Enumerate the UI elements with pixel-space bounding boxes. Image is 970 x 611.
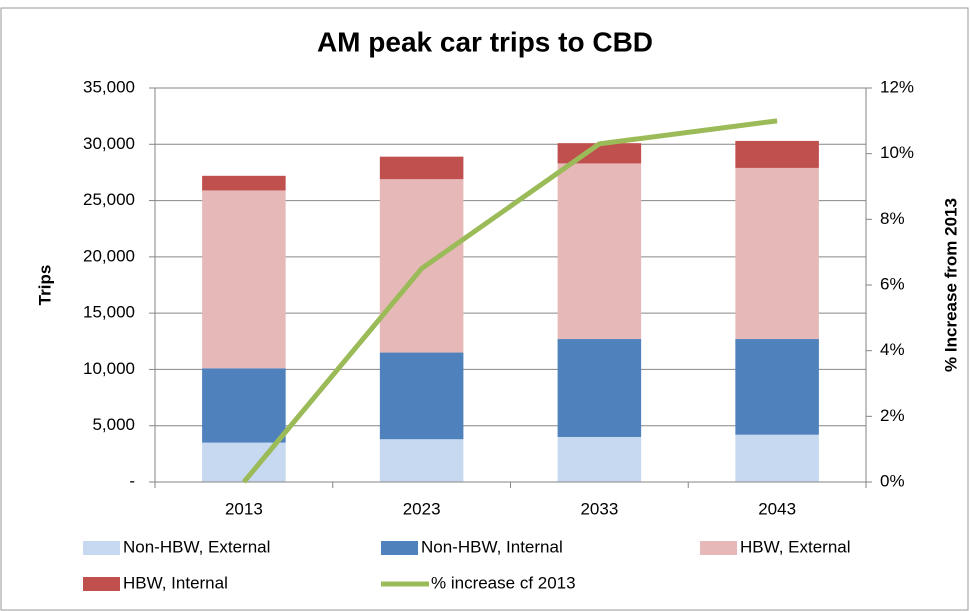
bar-segment (735, 339, 819, 435)
y2-tick-label: 0% (880, 471, 905, 490)
legend-label: Non-HBW, External (123, 537, 270, 556)
bar-segment (379, 439, 464, 482)
legend-swatch (83, 577, 120, 591)
bar-segment (379, 352, 464, 440)
legend-swatch (381, 541, 418, 555)
y2-tick-label: 10% (880, 143, 914, 162)
bar-segment (557, 436, 642, 482)
y2-tick-label: 4% (880, 340, 905, 359)
x-tick-label: 2013 (225, 499, 263, 518)
bar-segment (735, 140, 819, 168)
y-tick-label: 10,000 (83, 359, 135, 378)
x-tick-label: 2023 (403, 499, 441, 518)
y-tick-label: 5,000 (92, 415, 135, 434)
y-tick-label: 20,000 (83, 246, 135, 265)
y-tick-label: 30,000 (83, 134, 135, 153)
legend-label: % increase cf 2013 (431, 573, 576, 592)
y-axis-title: Trips (35, 265, 54, 306)
line-series (241, 118, 778, 484)
y2-axis-title: % Increase from 2013 (941, 198, 960, 372)
y2-tick-label: 8% (880, 209, 905, 228)
legend-swatch (83, 541, 120, 555)
legend-label: HBW, Internal (123, 573, 228, 592)
legend-label: HBW, External (740, 537, 851, 556)
y-tick-label: 35,000 (83, 77, 135, 96)
y-tick-label: - (129, 471, 135, 490)
bar-segment (379, 156, 464, 180)
legend-label: Non-HBW, Internal (421, 537, 563, 556)
bar-segment (557, 339, 642, 437)
y-tick-label: 15,000 (83, 303, 135, 322)
bar-segment (735, 167, 819, 340)
chart-border (0, 7, 969, 611)
y2-tick-label: 6% (880, 274, 905, 293)
chart-title: AM peak car trips to CBD (317, 26, 653, 57)
bar-segment (202, 368, 286, 443)
y2-tick-label: 12% (880, 77, 914, 96)
x-tick-label: 2043 (758, 499, 796, 518)
bar-segment (202, 175, 286, 191)
y2-tick-label: 2% (880, 406, 905, 425)
y-tick-label: 25,000 (83, 190, 135, 209)
bar-segment (557, 163, 642, 340)
x-tick-label: 2033 (580, 499, 618, 518)
legend-swatch (700, 541, 737, 555)
bar-segment (202, 190, 286, 369)
bar-segment (735, 434, 819, 482)
